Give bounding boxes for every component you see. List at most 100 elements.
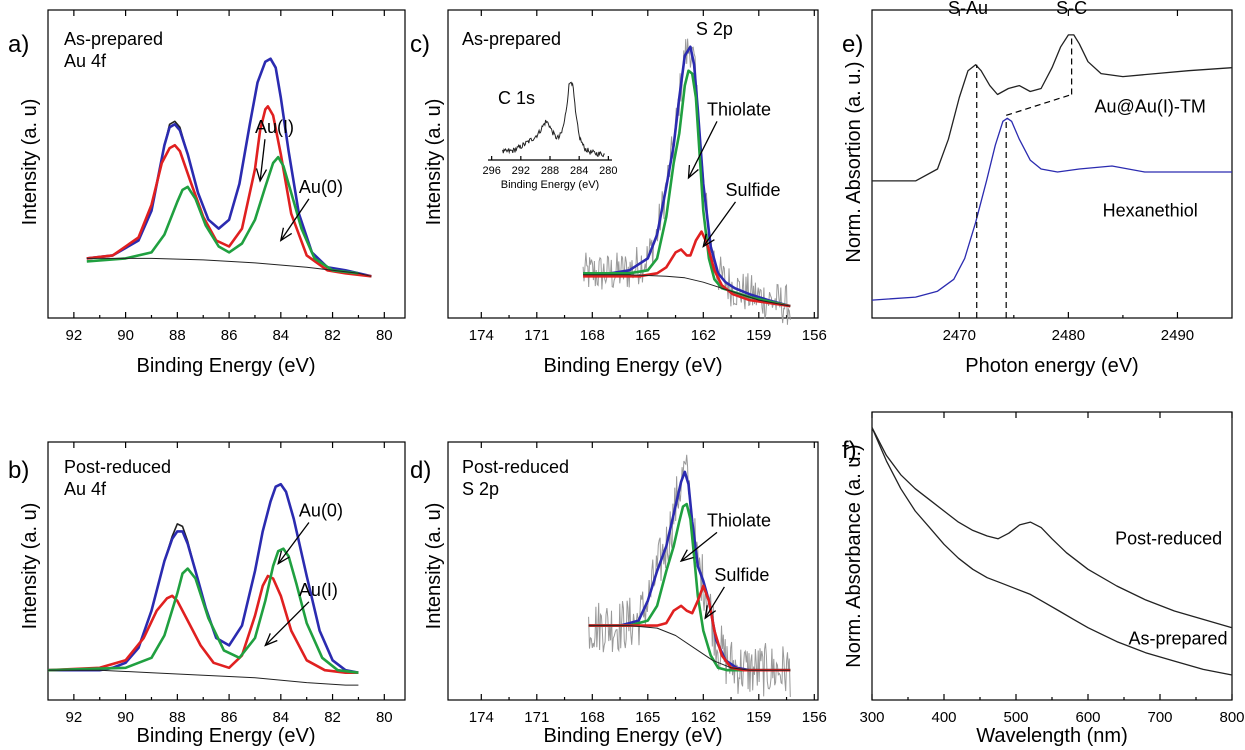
- panel-label: f): [842, 437, 857, 464]
- x-tick-label: 2470: [943, 327, 976, 344]
- annotation-arrowhead: [687, 164, 699, 180]
- annotation-arrow: [680, 531, 718, 562]
- panel-title: Post-reduced: [64, 457, 171, 477]
- x-tick-label: 92: [66, 709, 83, 726]
- x-tick-label: 82: [324, 327, 341, 344]
- x-tick-label: 162: [691, 709, 716, 726]
- series-label: S-Au: [948, 0, 988, 18]
- inset-x-tick-label: 284: [570, 165, 588, 177]
- panel-title: Post-reduced: [462, 457, 569, 477]
- plot-frame: [447, 9, 819, 319]
- annotation-arrow: [687, 121, 718, 179]
- x-tick-label: 156: [802, 327, 827, 344]
- series-line: [48, 669, 359, 686]
- series-line: [583, 45, 791, 308]
- panel-title: Au 4f: [64, 479, 107, 499]
- annotation-arrow: [264, 601, 310, 646]
- series-line: [86, 257, 372, 277]
- x-axis-label: Photon energy (eV): [965, 355, 1138, 377]
- series-line: [583, 274, 791, 307]
- panel-label: c): [410, 31, 430, 58]
- x-axis: 300 400 500 600 700 800: [859, 412, 1245, 726]
- x-tick-label: 84: [272, 709, 289, 726]
- annotation-label: S 2p: [696, 19, 733, 39]
- panel-label: b): [8, 457, 29, 484]
- inset-x-axis-label: Binding Energy (eV): [501, 179, 599, 191]
- inset-x-tick-label: 296: [482, 165, 500, 177]
- annotation-label: Au(0): [299, 500, 343, 520]
- panel-label: e): [842, 31, 863, 58]
- x-tick-label: 500: [1003, 709, 1028, 726]
- annotation-label: Thiolate: [707, 99, 771, 119]
- panel-d: 174 171 168 165 162 159 156 Binding Energy (eV)…: [410, 441, 827, 747]
- x-tick-label: 165: [635, 327, 660, 344]
- annotation-arrowhead: [704, 605, 717, 620]
- series-label: Au@Au(I)-TM: [1095, 96, 1206, 116]
- x-tick-label: 174: [469, 327, 494, 344]
- inset-title: C 1s: [498, 88, 535, 108]
- panel-title: As-prepared: [64, 29, 163, 49]
- annotation-arrowhead: [279, 227, 293, 242]
- panel-title: As-prepared: [462, 29, 561, 49]
- annotation-arrowhead: [277, 550, 290, 565]
- annotation-label: Sulfide: [714, 565, 769, 585]
- x-tick-label: 2490: [1161, 327, 1194, 344]
- x-tick-label: 600: [1075, 709, 1100, 726]
- series-line: [588, 470, 791, 672]
- y-axis-label: Intensity (a. u): [19, 99, 41, 226]
- plot-frame: [47, 441, 406, 701]
- y-axis-label: Intensity (a. u): [423, 99, 445, 226]
- x-tick-label: 82: [324, 709, 341, 726]
- annotation-arrow: [277, 522, 310, 564]
- x-axis: 92 90 88 86 84 82 80: [66, 10, 393, 344]
- plot-frame: [447, 441, 819, 701]
- series-line: [588, 625, 791, 671]
- annotation-label: Sulfide: [726, 180, 781, 200]
- reference-line: [1005, 93, 1072, 116]
- x-tick-label: 174: [469, 709, 494, 726]
- x-tick-label: 171: [524, 327, 549, 344]
- annotation-label: Au(0): [299, 177, 343, 197]
- series-line: [47, 574, 359, 675]
- x-tick-label: 168: [580, 327, 605, 344]
- x-tick-label: 86: [221, 709, 238, 726]
- x-tick-label: 159: [746, 709, 771, 726]
- x-tick-label: 800: [1219, 709, 1244, 726]
- panel-b: 92 90 88 86 84 82 80 Binding Energy (eV) Intensi…: [8, 441, 406, 747]
- y-axis-label: Intensity (a. u): [19, 503, 41, 630]
- series-label: As-prepared: [1128, 628, 1227, 648]
- panel-c: 174 171 168 165 162 159 156 Binding Energy (eV)…: [410, 9, 827, 377]
- x-tick-label: 156: [802, 709, 827, 726]
- series-line: [871, 427, 1233, 676]
- plot-frame: [871, 9, 1233, 319]
- x-axis-label: Binding Energy (eV): [137, 355, 316, 377]
- x-tick-label: 171: [524, 709, 549, 726]
- x-tick-label: 165: [635, 709, 660, 726]
- x-axis-label: Wavelength (nm): [976, 725, 1128, 747]
- x-tick-label: 84: [272, 327, 289, 344]
- x-axis-label: Binding Energy (eV): [544, 725, 723, 747]
- panel-label: d): [410, 457, 431, 484]
- panel-e: 2470 2480 2490 Photon energy (eV) Norm. Abso…: [842, 0, 1233, 377]
- x-tick-label: 162: [691, 327, 716, 344]
- x-tick-label: 168: [580, 709, 605, 726]
- series-line: [86, 155, 359, 275]
- y-axis-label: Norm. Absortion (a. u.): [843, 61, 865, 262]
- panel-a: 92 90 88 86 84 82 80 Binding Energy (eV) Intensi…: [8, 9, 406, 377]
- annotation-arrow: [702, 201, 737, 247]
- x-tick-label: 159: [746, 327, 771, 344]
- panel-f: 300 400 500 600 700 800 Wavelength (nm) Norm. A…: [842, 411, 1245, 747]
- series-label: S-C: [1056, 0, 1087, 18]
- plot-frame: [871, 411, 1233, 701]
- x-tick-label: 700: [1147, 709, 1172, 726]
- series-line: [872, 34, 1233, 182]
- x-tick-label: 300: [859, 709, 884, 726]
- annotation-label: Au(I): [299, 580, 338, 600]
- x-axis: 174 171 168 165 162 159 156: [469, 442, 827, 726]
- x-tick-label: 80: [376, 327, 393, 344]
- y-axis-label: Norm. Absorbance (a. u.): [843, 444, 865, 667]
- inset-series-line: [502, 81, 605, 158]
- series-line: [86, 57, 372, 278]
